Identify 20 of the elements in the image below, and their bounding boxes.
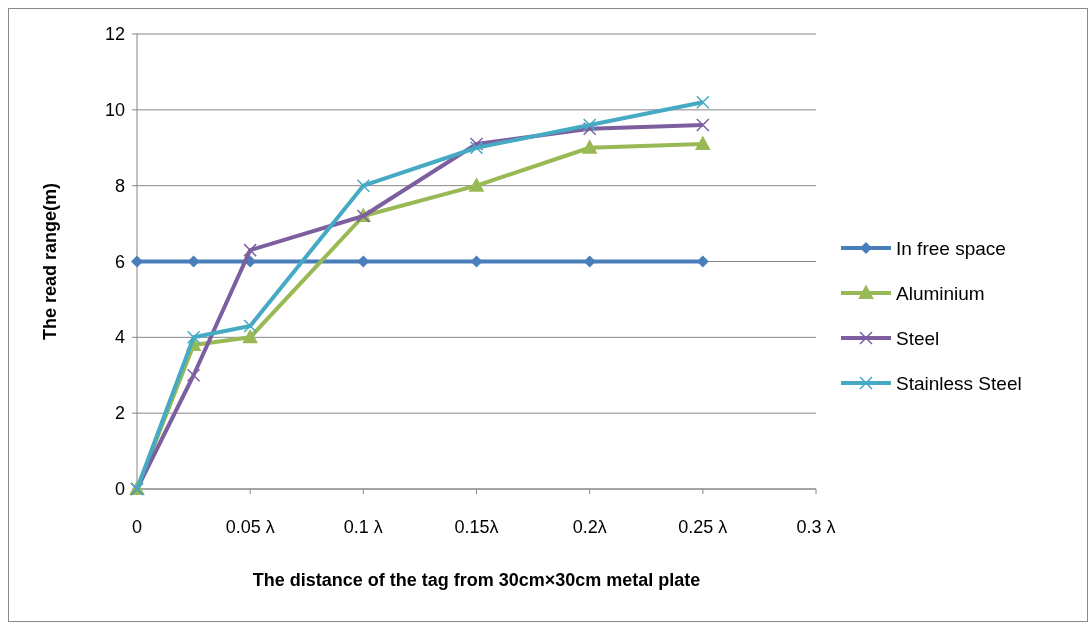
legend-label: Aluminium xyxy=(896,282,985,304)
y-tick-label: 10 xyxy=(104,99,125,120)
y-tick-label: 4 xyxy=(114,327,125,348)
x-tick-label: 0.05 λ xyxy=(225,517,275,537)
x-tick-label: 0 xyxy=(131,517,143,537)
x-tick-label: 0.1 λ xyxy=(343,517,383,537)
y-tick-label: 0 xyxy=(114,479,125,499)
x-axis-title: The distance of the tag from 30cm×30cm metal plate xyxy=(252,570,701,590)
y-tick-label: 12 xyxy=(104,24,125,44)
legend-label: Stainless Steel xyxy=(896,372,1022,394)
x-tick-label: 0.2λ xyxy=(572,517,607,537)
y-axis-title: The read range(m) xyxy=(40,182,60,341)
y-tick-label: 8 xyxy=(114,175,125,196)
y-tick-label: 6 xyxy=(114,251,125,272)
x-tick-label: 0.25 λ xyxy=(678,517,728,537)
legend-label: In free space xyxy=(896,237,1006,259)
y-tick-label: 2 xyxy=(114,403,125,424)
x-tick-label: 0.15λ xyxy=(454,517,499,537)
x-tick-label: 0.3 λ xyxy=(796,517,836,537)
legend-label: Steel xyxy=(896,327,940,349)
